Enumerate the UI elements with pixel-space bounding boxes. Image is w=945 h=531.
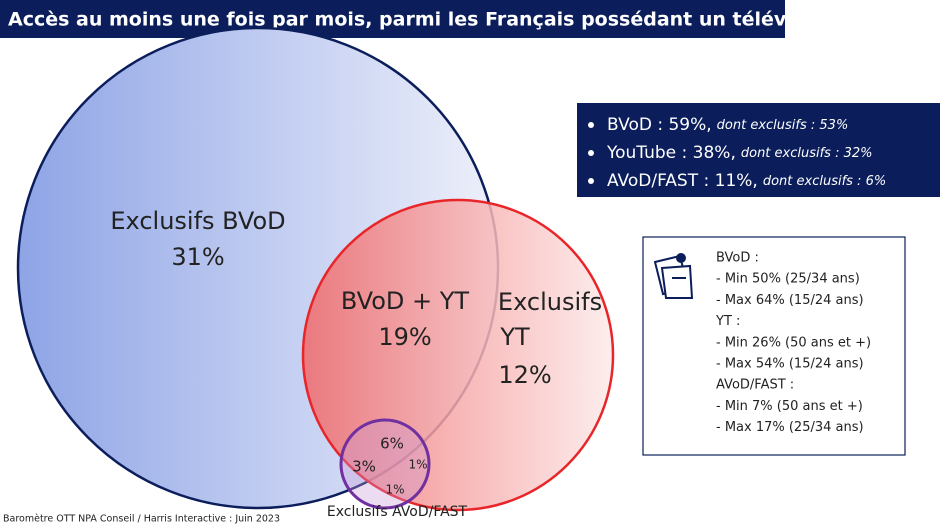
region-label: YT [499, 323, 530, 351]
note-line: - Min 7% (50 ans et +) [716, 399, 863, 414]
summary-note: dont exclusifs : 6% [763, 174, 886, 189]
region-share: 1% [408, 458, 427, 472]
note-line: BVoD : [716, 251, 759, 266]
bullet [588, 122, 594, 128]
summary-line: AVoD/FAST : 11%, dont exclusifs : 6% [607, 171, 886, 191]
notes-box [642, 236, 906, 456]
region-label: BVoD + YT [341, 287, 469, 315]
region-label: Exclusifs AVoD/FAST [327, 504, 468, 520]
summary-box [577, 103, 940, 197]
region-share: 6% [380, 435, 404, 453]
avod-circle [339, 418, 431, 510]
note-line: - Max 54% (15/24 ans) [716, 357, 864, 372]
summary-label: YouTube : 38%, [606, 143, 736, 163]
summary-line: YouTube : 38%, dont exclusifs : 32% [606, 143, 873, 163]
region-share: 19% [378, 323, 431, 351]
summary-note: dont exclusifs : 32% [741, 146, 873, 161]
note-icon [653, 253, 694, 299]
title: Accès au moins une fois par mois, parmi … [8, 9, 854, 31]
summary-note: dont exclusifs : 53% [717, 118, 849, 133]
region-label: Exclusifs [498, 288, 602, 316]
summary-label: BVoD : 59%, [607, 115, 712, 135]
title-bar [0, 0, 785, 38]
footer: Baromètre OTT NPA Conseil / Harris Inter… [3, 514, 280, 525]
region-label: Exclusifs BVoD [110, 207, 285, 235]
region-share: 3% [352, 458, 376, 476]
bullet [588, 178, 594, 184]
summary-line: BVoD : 59%, dont exclusifs : 53% [607, 115, 848, 135]
note-line: - Min 26% (50 ans et +) [716, 335, 871, 350]
note-line: YT : [715, 314, 740, 329]
note-line: AVoD/FAST : [716, 378, 794, 393]
summary-label: AVoD/FAST : 11%, [607, 171, 758, 191]
note-line: - Max 64% (15/24 ans) [716, 293, 864, 308]
region-share: 12% [498, 361, 551, 389]
yt-circle [301, 198, 615, 512]
region-share: 31% [171, 243, 224, 271]
bullet [588, 150, 594, 156]
region-share: 1% [385, 483, 404, 497]
note-line: - Max 17% (25/34 ans) [716, 420, 864, 435]
note-line: - Min 50% (25/34 ans) [716, 272, 860, 287]
